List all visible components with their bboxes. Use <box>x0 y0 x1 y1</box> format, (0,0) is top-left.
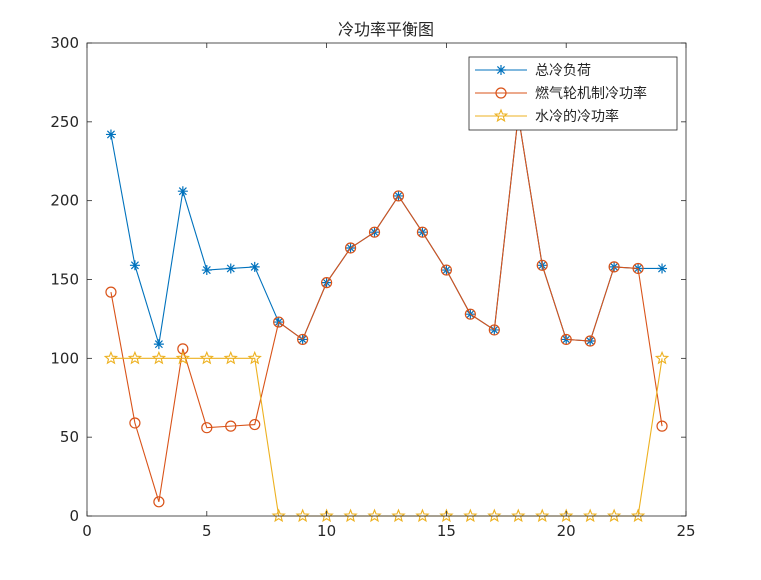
series-2-point <box>584 335 596 347</box>
legend-item: 总冷负荷 <box>475 63 591 79</box>
series-3-point <box>151 350 167 365</box>
series-3-point <box>175 350 190 365</box>
y-tick-label: 150 <box>50 271 79 289</box>
series-2-point <box>608 261 620 273</box>
legend-marker <box>496 65 506 75</box>
series-2-point <box>440 264 452 276</box>
x-tick-label: 15 <box>437 522 456 540</box>
series-2 <box>105 109 668 508</box>
chart-title: 冷功率平衡图 <box>338 20 434 39</box>
series-3-point <box>463 508 478 523</box>
series-2-point <box>297 333 309 346</box>
x-tick-label: 0 <box>82 522 92 540</box>
x-tick-label: 5 <box>202 522 212 540</box>
series-3-point <box>606 508 622 523</box>
series-2-point <box>560 333 572 346</box>
legend-item: 燃气轮机制冷功率 <box>475 85 647 102</box>
x-tick-label: 20 <box>557 522 576 540</box>
series-3-point <box>630 508 646 523</box>
y-tick-label: 250 <box>50 113 79 131</box>
series-2-point <box>273 316 285 328</box>
series-3-point <box>415 508 430 523</box>
series-3-point <box>247 350 262 365</box>
x-tick-label: 10 <box>317 522 336 540</box>
series-3-point <box>367 508 382 523</box>
series-2-point <box>153 496 165 508</box>
series-2-point <box>201 422 213 434</box>
series-2-point <box>105 286 117 298</box>
series-2-point <box>416 226 429 238</box>
series-3-point <box>511 508 526 523</box>
series-3-point <box>439 508 454 523</box>
series-1-point <box>249 261 260 272</box>
series-1-point <box>657 263 668 274</box>
series-2-point <box>225 420 237 432</box>
legend-marker <box>495 87 507 99</box>
legend-label: 总冷负荷 <box>535 63 591 79</box>
series-1-point <box>201 265 212 276</box>
series-3-point <box>199 350 214 365</box>
series-2-point <box>488 324 500 336</box>
series-1-point <box>225 263 236 274</box>
y-tick-label: 300 <box>50 34 79 52</box>
series-2-point <box>656 420 668 432</box>
series-3-point <box>343 508 358 523</box>
legend-marker <box>493 108 509 123</box>
y-tick-label: 100 <box>50 349 79 367</box>
series-2-point <box>321 277 333 289</box>
y-tick-label: 200 <box>50 192 79 210</box>
series-3-point <box>223 350 238 365</box>
series-3-point <box>319 508 334 523</box>
series-1-point <box>105 129 116 140</box>
series-3-point <box>391 508 406 523</box>
series-3-point <box>271 508 286 523</box>
series-1-point <box>177 186 188 197</box>
y-tick-label: 0 <box>69 507 79 525</box>
series-2-point <box>536 259 548 271</box>
series-3-point <box>583 508 598 523</box>
series-3-point <box>103 350 119 365</box>
series-2-point <box>129 417 141 429</box>
series-2-point <box>632 262 644 275</box>
series-1-point <box>129 260 140 271</box>
series-3-point <box>654 350 670 365</box>
legend-label: 燃气轮机制冷功率 <box>535 85 647 102</box>
series-2-point <box>464 308 476 320</box>
series-3-point <box>127 350 143 365</box>
series-2-point <box>368 226 381 238</box>
series-3-point <box>559 508 574 523</box>
series-3-point <box>535 508 550 523</box>
series-2-point <box>177 343 189 355</box>
series-2-point <box>392 190 405 202</box>
series-3-point <box>295 508 310 523</box>
series-2-point <box>249 418 261 431</box>
y-tick-label: 50 <box>60 428 79 446</box>
x-tick-label: 25 <box>676 522 695 540</box>
legend-label: 水冷的冷功率 <box>535 108 619 125</box>
legend-item: 水冷的冷功率 <box>475 108 619 125</box>
series-2-line <box>110 115 663 502</box>
series-2-point <box>344 242 357 254</box>
series-1-point <box>153 339 164 350</box>
series-3-point <box>487 508 502 523</box>
